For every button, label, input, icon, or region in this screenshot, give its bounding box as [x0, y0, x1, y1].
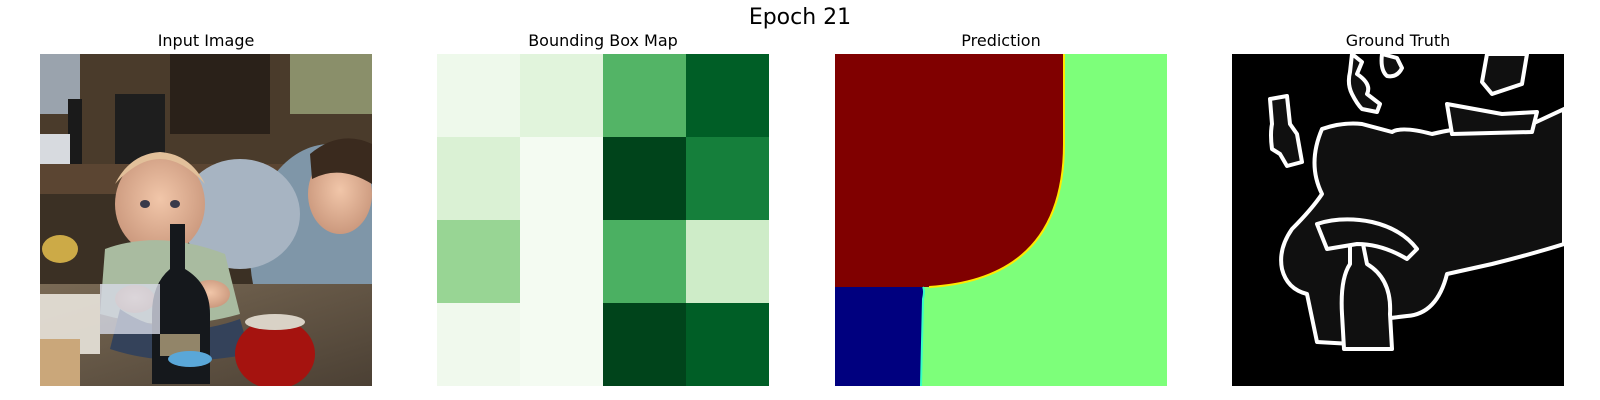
prediction-map	[835, 54, 1167, 386]
panel-title-input-image: Input Image	[157, 31, 255, 50]
heatmap-cell-1-0	[437, 137, 521, 221]
bottle-front-outline	[1339, 237, 1394, 351]
panel-title-bounding-box-map: Bounding Box Map	[528, 31, 678, 50]
panel-ground-truth: Ground Truth	[1232, 0, 1564, 400]
heatmap-cell-0-0	[437, 54, 521, 138]
bottle-outline	[1268, 94, 1304, 168]
heatmap	[437, 54, 769, 386]
heatmap-cell-2-0	[437, 220, 521, 304]
bounding-box-map	[437, 54, 769, 386]
input-image	[40, 54, 372, 386]
heatmap-cell-0-2	[603, 54, 687, 138]
panel-title-ground-truth: Ground Truth	[1345, 31, 1451, 50]
panel-bounding-box-map: Bounding Box Map	[437, 0, 769, 400]
panel-prediction: Prediction	[835, 0, 1167, 400]
shelf-outline	[1480, 54, 1529, 96]
ground-truth-map	[1232, 54, 1564, 386]
heatmap-cell-3-3	[686, 303, 769, 386]
heatmap-cell-3-0	[437, 303, 521, 386]
heatmap-cell-0-3	[686, 54, 769, 138]
heatmap-cell-3-2	[603, 303, 687, 386]
heatmap-cell-1-2	[603, 137, 687, 221]
right-outline	[1445, 102, 1539, 136]
arm-outline	[1315, 217, 1419, 261]
edge-cyan	[920, 286, 925, 386]
panel-input-image: Input Image	[40, 0, 372, 400]
heatmap-cell-2-3	[686, 220, 769, 304]
input-photo	[40, 54, 372, 386]
heatmap-cell-1-3	[686, 137, 769, 221]
heatmap-cell-0-1	[520, 54, 604, 138]
bottle-back	[68, 99, 82, 169]
heatmap-cell-2-1	[520, 220, 604, 304]
heatmap-cell-2-2	[603, 220, 687, 304]
region-navy	[835, 287, 924, 386]
region-dark-red	[835, 54, 1064, 287]
heatmap-cell-1-1	[520, 137, 604, 221]
figure-title: Epoch 21	[748, 5, 852, 30]
plant-outline	[1346, 54, 1382, 114]
panel-title-prediction: Prediction	[961, 31, 1041, 50]
segmentation	[835, 54, 1167, 386]
plant-outline-2	[1379, 54, 1404, 79]
heatmap-cell-3-1	[520, 303, 604, 386]
edge-map	[1232, 54, 1564, 386]
red-pitcher	[235, 319, 315, 386]
edge-yellow	[928, 54, 1065, 288]
